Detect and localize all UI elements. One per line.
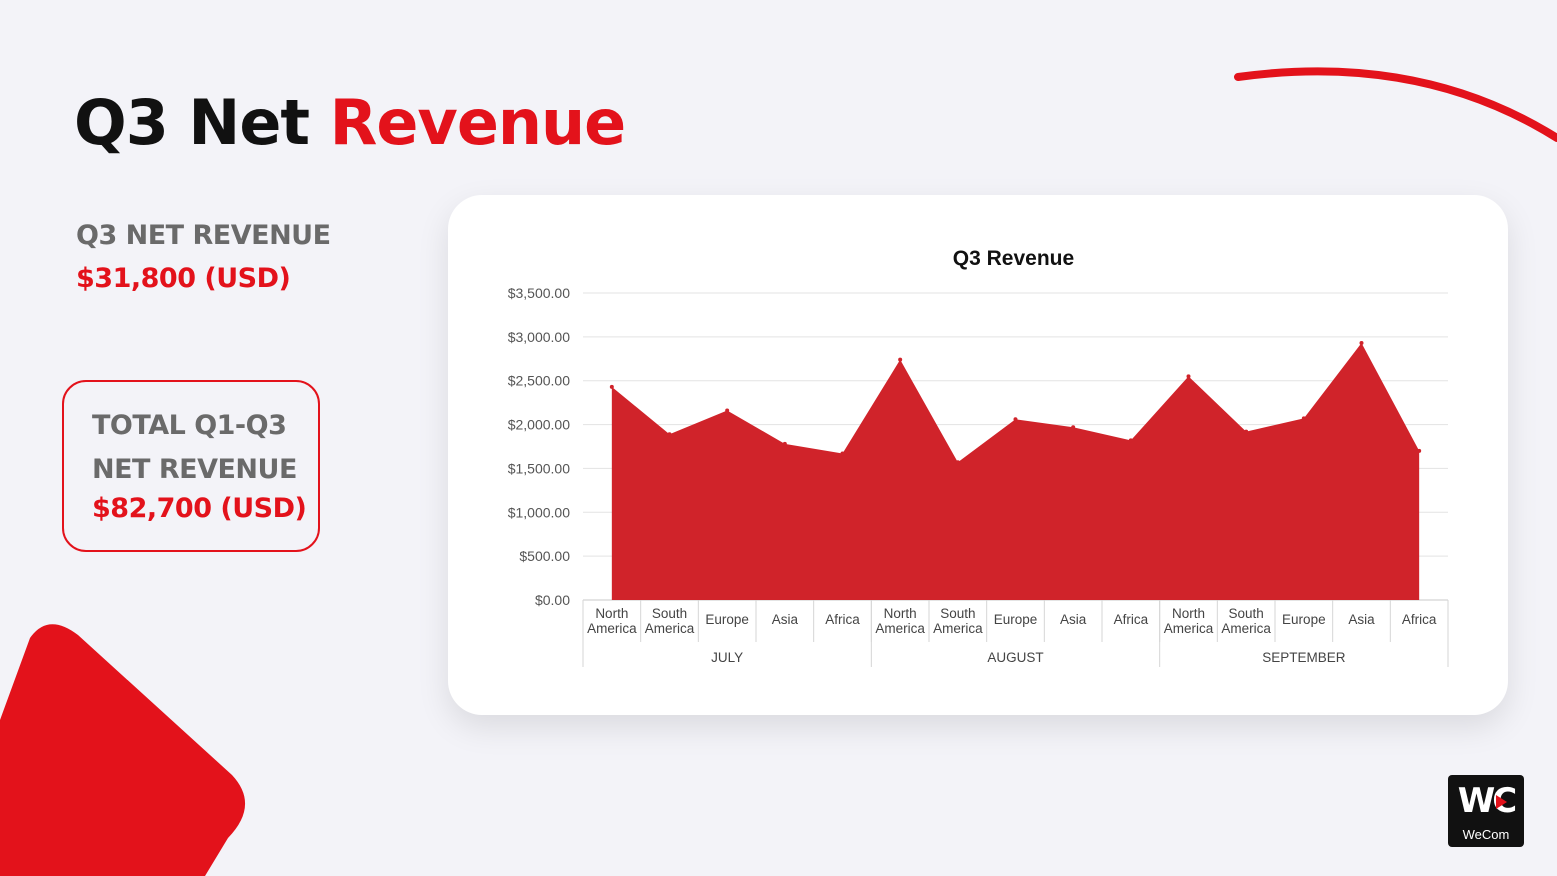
- y-tick-label: $2,000.00: [508, 417, 570, 433]
- y-tick-label: $2,500.00: [508, 373, 570, 389]
- x-tick-label: Asia: [772, 612, 799, 627]
- x-tick-label: Europe: [705, 612, 749, 627]
- data-point: [1186, 374, 1191, 379]
- group-label: AUGUST: [987, 650, 1043, 665]
- data-point: [1071, 425, 1076, 430]
- q3-revenue-label: Q3 NET REVENUE: [76, 220, 331, 251]
- x-tick-label: Africa: [1402, 612, 1437, 627]
- corner-triangle-decoration: [0, 624, 246, 876]
- data-point: [1013, 417, 1018, 422]
- revenue-chart: Q3 Revenue $0.00 $500.00 $1,000.00 $1,500.00…: [508, 247, 1449, 667]
- data-point: [898, 357, 903, 362]
- data-point: [955, 460, 960, 465]
- total-label-line2: NET REVENUE: [92, 454, 297, 485]
- y-tick-label: $0.00: [535, 592, 570, 608]
- play-icon: [1496, 795, 1507, 809]
- data-point: [1301, 416, 1306, 421]
- data-point: [1417, 448, 1422, 453]
- area-series: [611, 342, 1420, 600]
- data-point: [840, 451, 845, 456]
- x-tick-label: Asia: [1060, 612, 1087, 627]
- x-tick-label: Asia: [1348, 612, 1375, 627]
- x-tick-label: America: [1164, 621, 1214, 636]
- x-tick-label: North: [595, 606, 628, 621]
- x-tick-label: America: [875, 621, 925, 636]
- data-point: [782, 441, 787, 446]
- x-tick-label: South: [652, 606, 687, 621]
- y-tick-label: $1,000.00: [508, 504, 570, 520]
- corner-arc-decoration: [1234, 67, 1557, 142]
- y-tick-label: $500.00: [519, 548, 570, 564]
- x-tick-label: America: [587, 621, 637, 636]
- x-tick-label: South: [1229, 606, 1264, 621]
- y-tick-label: $3,000.00: [508, 329, 570, 345]
- total-revenue-value: $82,700 (USD): [92, 493, 307, 524]
- logo-name: WeCom: [1462, 827, 1510, 842]
- data-point: [1359, 340, 1364, 345]
- x-tick-label: America: [933, 621, 983, 636]
- x-tick-label: Europe: [1282, 612, 1326, 627]
- title-main: Q3 Net: [74, 86, 310, 159]
- total-revenue-box: TOTAL Q1-Q3 NET REVENUE $82,700 (USD): [62, 380, 320, 552]
- data-point: [667, 432, 672, 437]
- y-tick-label: $1,500.00: [508, 460, 570, 476]
- x-tick-label: South: [940, 606, 975, 621]
- chart-title: Q3 Revenue: [953, 247, 1074, 270]
- x-tick-label: America: [1221, 621, 1271, 636]
- wecom-logo: WC WeCom: [1448, 775, 1524, 847]
- data-point: [725, 408, 730, 413]
- x-tick-label: Europe: [994, 612, 1038, 627]
- logo-mark: WC: [1457, 781, 1517, 821]
- y-tick-label: $3,500.00: [508, 285, 570, 301]
- x-tick-label: North: [1172, 606, 1205, 621]
- x-tick-label: North: [884, 606, 917, 621]
- chart-card: Q3 Revenue $0.00 $500.00 $1,000.00 $1,500.00…: [448, 195, 1508, 715]
- group-label: SEPTEMBER: [1262, 650, 1346, 665]
- x-tick-label: Africa: [825, 612, 860, 627]
- total-label-line1: TOTAL Q1-Q3: [92, 410, 287, 441]
- q3-revenue-value: $31,800 (USD): [76, 263, 291, 294]
- x-tick-label: Africa: [1114, 612, 1149, 627]
- x-tick-label: America: [645, 621, 695, 636]
- data-point: [1128, 438, 1133, 443]
- data-point: [609, 384, 614, 389]
- data-point: [1244, 429, 1249, 434]
- title-accent: Revenue: [329, 86, 627, 159]
- group-label: JULY: [711, 650, 743, 665]
- page-title: Q3 Net Revenue: [74, 92, 626, 154]
